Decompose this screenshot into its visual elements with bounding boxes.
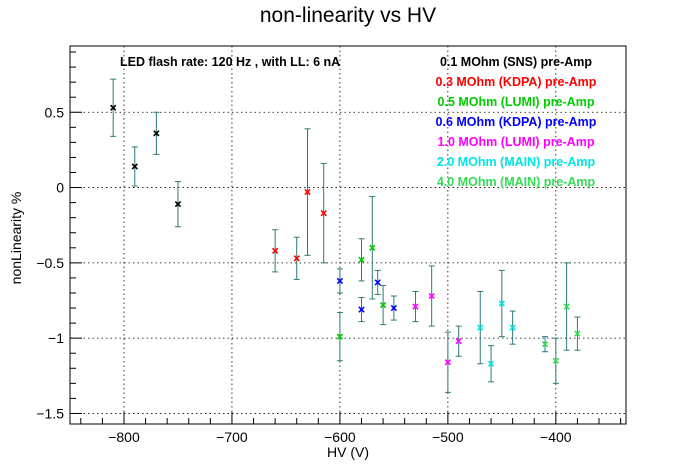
data-point: [110, 104, 117, 111]
data-point: [574, 330, 581, 337]
data-point: [336, 277, 344, 285]
data-point: [509, 324, 516, 331]
data-point: [374, 279, 381, 286]
legend-entry: 0.6 MOhm (KDPA) pre-Amp: [436, 115, 597, 129]
data-point: [477, 324, 484, 331]
data-point: [455, 338, 462, 345]
y-tick-label: −1: [48, 330, 64, 346]
legend-entry: 0.1 MOhm (SNS) pre-Amp: [440, 55, 592, 69]
legend-entry: 0.5 MOhm (LUMI) pre-Amp: [438, 95, 595, 109]
data-series: [336, 196, 387, 362]
legend: 0.1 MOhm (SNS) pre-Amp 0.3 MOhm (KDPA) pr…: [436, 55, 597, 189]
data-point: [320, 209, 327, 217]
x-tick-label: −800: [108, 429, 140, 445]
data-series: [477, 269, 516, 383]
data-point: [412, 303, 419, 310]
y-tick-label: 0.5: [45, 104, 65, 120]
x-axis-label: HV (V): [327, 444, 369, 460]
y-axis: −1.5 −1 −0.5 0 0.5: [36, 51, 82, 421]
legend-entry: 4.0 MOhm (MAIN) pre-Amp: [437, 175, 596, 189]
data-series: [271, 128, 327, 280]
x-tick-label: −600: [324, 429, 356, 445]
chart-title: non-linearity vs HV: [260, 4, 436, 27]
data-point: [131, 163, 138, 170]
y-axis-label: nonLinearity %: [8, 192, 24, 285]
legend-entry: 2.0 MOhm (MAIN) pre-Amp: [437, 155, 596, 169]
x-tick-label: −400: [540, 429, 572, 445]
data-series: [412, 265, 462, 393]
data-point: [293, 255, 300, 262]
data-point: [304, 188, 311, 196]
y-tick-label: 0: [56, 180, 64, 196]
data-point: [271, 247, 279, 254]
data-series: [541, 262, 581, 384]
data-point: [153, 130, 160, 137]
data-point: [541, 341, 549, 348]
data-point: [552, 357, 559, 364]
data-point: [498, 300, 506, 307]
y-tick-label: −1.5: [36, 405, 64, 421]
plot-border: [69, 45, 627, 425]
data-point: [379, 301, 387, 309]
legend-entry: 1.0 MOhm (LUMI) pre-Amp: [438, 135, 595, 149]
data-point: [428, 292, 435, 300]
data-point: [358, 256, 365, 264]
data-point: [174, 200, 182, 208]
x-tick-label: −500: [432, 429, 464, 445]
data-points: [110, 78, 581, 393]
data-series: [336, 268, 398, 323]
legend-entry: 0.3 MOhm (KDPA) pre-Amp: [436, 75, 597, 89]
data-point: [390, 304, 398, 312]
data-point: [444, 359, 452, 366]
data-series: [110, 78, 182, 228]
data-point: [369, 244, 376, 251]
data-point: [336, 333, 344, 340]
x-axis: −800 −700 −600 −500 −400: [80, 412, 622, 445]
plot-frame: [69, 45, 627, 425]
data-point: [563, 303, 570, 310]
chart-annotation: LED flash rate: 120 Hz , with LL: 6 nA: [120, 55, 340, 69]
x-tick-label: −700: [216, 429, 248, 445]
y-tick-label: −0.5: [36, 255, 64, 271]
data-point: [358, 306, 365, 313]
data-point: [487, 360, 495, 367]
